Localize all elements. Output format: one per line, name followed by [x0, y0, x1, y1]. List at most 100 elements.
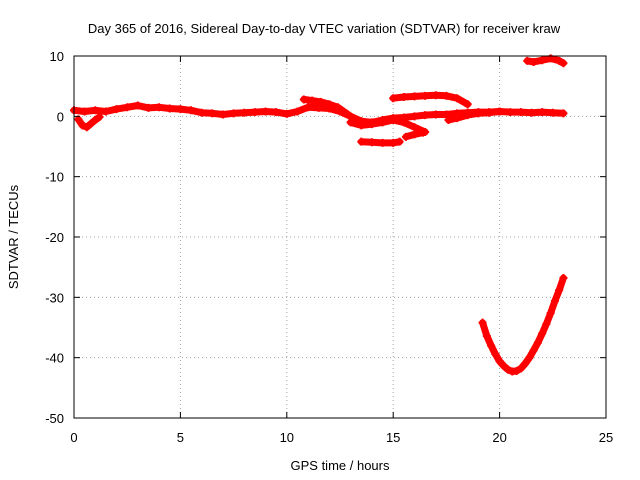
- x-tick-label: 0: [70, 430, 77, 445]
- data-point: [499, 362, 508, 371]
- data-point: [442, 110, 451, 119]
- data-point: [538, 108, 547, 117]
- x-tick-labels: 0 5 10 15 20 25: [70, 430, 613, 445]
- data-point: [482, 331, 491, 340]
- data-point: [529, 58, 538, 67]
- data-point: [463, 111, 472, 120]
- data-point: [91, 106, 100, 115]
- series-group: [523, 54, 568, 68]
- data-point: [410, 123, 419, 132]
- data-point: [495, 357, 504, 366]
- data-point: [282, 109, 291, 118]
- x-tick-label: 25: [599, 430, 613, 445]
- data-point: [82, 123, 91, 132]
- series-group: [401, 128, 427, 141]
- data-point: [478, 318, 487, 327]
- data-point: [555, 286, 564, 295]
- data-point: [144, 103, 153, 112]
- data-point: [555, 56, 564, 65]
- data-point: [401, 132, 410, 141]
- y-tick-labels: -50 -40 -30 -20 -10 0 10: [45, 49, 64, 426]
- data-point: [342, 109, 351, 118]
- series-group: [74, 112, 104, 132]
- data-point: [87, 119, 96, 128]
- data-point: [523, 56, 532, 65]
- data-point: [197, 108, 206, 117]
- data-point: [176, 105, 185, 114]
- data-point: [421, 111, 430, 120]
- data-point: [316, 97, 325, 106]
- data-point: [512, 366, 521, 375]
- data-point: [389, 115, 398, 124]
- data-point: [529, 346, 538, 355]
- data-point: [299, 95, 308, 104]
- data-point: [421, 91, 430, 100]
- data-point: [431, 91, 440, 100]
- data-point: [444, 115, 453, 124]
- series-group: [478, 274, 568, 376]
- data-point: [484, 108, 493, 117]
- data-point: [546, 309, 555, 318]
- y-tick-label: -20: [45, 230, 64, 245]
- x-tick-label: 20: [492, 430, 506, 445]
- data-point: [95, 112, 104, 121]
- x-axis-title: GPS time / hours: [291, 458, 390, 473]
- data-point: [91, 115, 100, 124]
- y-tick-label: -50: [45, 411, 64, 426]
- data-point: [389, 94, 398, 103]
- data-point: [218, 110, 227, 119]
- data-point: [399, 118, 408, 127]
- data-point: [538, 329, 547, 338]
- x-tick-label: 10: [280, 430, 294, 445]
- series-group: [299, 95, 366, 128]
- data-point: [261, 107, 270, 116]
- axis-ticks: [73, 55, 607, 419]
- series-group: [444, 107, 504, 124]
- data-point: [187, 106, 196, 115]
- data-point: [548, 108, 557, 117]
- data-point: [521, 359, 530, 368]
- data-point: [208, 109, 217, 118]
- data-point: [395, 137, 404, 146]
- data-point: [389, 138, 398, 147]
- y-tick-label: -30: [45, 290, 64, 305]
- data-point: [559, 109, 568, 118]
- data-series: [70, 54, 568, 376]
- data-point: [410, 92, 419, 101]
- data-point: [487, 341, 496, 350]
- data-point: [442, 91, 451, 100]
- data-point: [559, 59, 568, 68]
- data-point: [308, 96, 317, 105]
- data-point: [378, 118, 387, 127]
- data-point: [133, 101, 142, 110]
- data-point: [314, 103, 323, 112]
- data-point: [378, 138, 387, 147]
- data-point: [78, 121, 87, 130]
- data-point: [229, 109, 238, 118]
- data-point: [293, 107, 302, 116]
- series-group: [389, 91, 472, 109]
- data-point: [474, 109, 483, 118]
- data-point: [559, 274, 568, 283]
- data-point: [410, 130, 419, 139]
- data-point: [346, 118, 355, 127]
- data-point: [504, 365, 513, 374]
- data-point: [155, 103, 164, 112]
- data-point: [367, 120, 376, 129]
- data-point: [101, 107, 110, 116]
- y-tick-label: -10: [45, 170, 64, 185]
- data-point: [333, 103, 342, 112]
- data-point: [453, 94, 462, 103]
- data-point: [272, 108, 281, 117]
- chart-title: Day 365 of 2016, Sidereal Day-to-day VTE…: [88, 21, 561, 36]
- data-point: [418, 128, 427, 137]
- data-point: [250, 108, 259, 117]
- y-tick-label: 0: [57, 109, 64, 124]
- data-point: [491, 350, 500, 359]
- data-point: [533, 338, 542, 347]
- y-tick-label: 10: [50, 49, 64, 64]
- data-point: [240, 108, 249, 117]
- y-axis-title: SDTVAR / TECUs: [6, 184, 21, 289]
- data-point: [495, 107, 504, 116]
